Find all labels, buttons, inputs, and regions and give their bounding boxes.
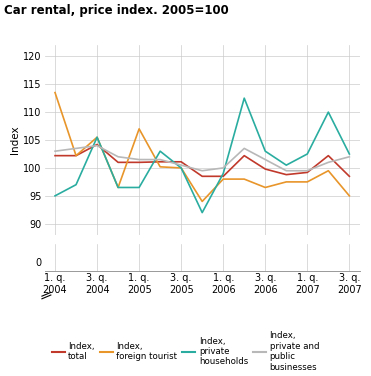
Y-axis label: Index: Index <box>10 126 20 154</box>
Text: Car rental, price index. 2005=100: Car rental, price index. 2005=100 <box>4 4 229 17</box>
Legend: Index,
total, Index,
foreign tourist, Index,
private
households, Index,
private : Index, total, Index, foreign tourist, In… <box>52 332 319 372</box>
